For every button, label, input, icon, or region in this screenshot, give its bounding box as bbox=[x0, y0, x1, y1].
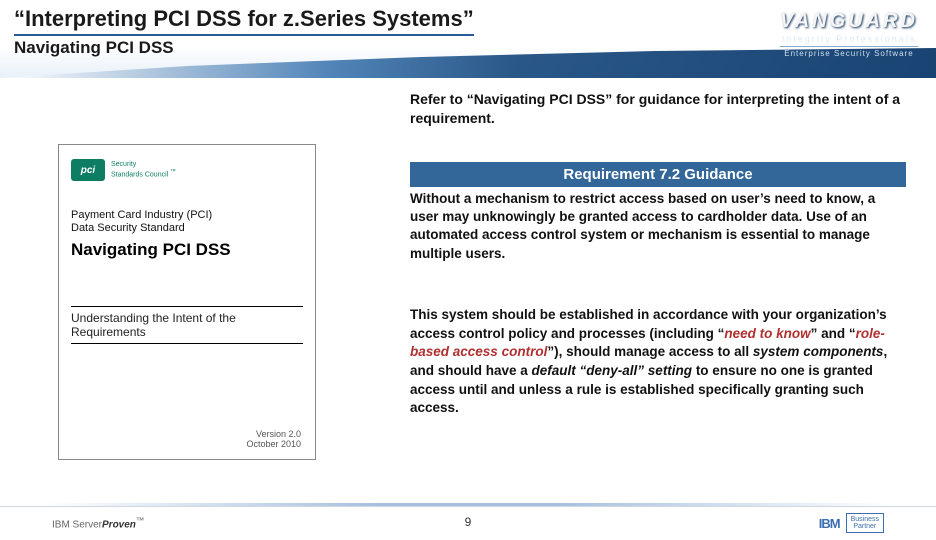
thumb-line2: Data Security Standard bbox=[71, 222, 303, 234]
thumb-meta: Version 2.0 October 2010 bbox=[246, 429, 301, 449]
bp-line1: Business bbox=[851, 516, 879, 523]
requirement-paragraph-1: Without a mechanism to restrict access b… bbox=[410, 190, 906, 263]
requirement-paragraph-2: This system should be established in acc… bbox=[410, 306, 906, 418]
p2-highlight-system-components: system components bbox=[753, 344, 884, 359]
slide-header: “Interpreting PCI DSS for z.Series Syste… bbox=[0, 0, 936, 78]
thumb-rule-1 bbox=[71, 306, 303, 307]
vanguard-logo-name: VANGUARD bbox=[780, 10, 918, 33]
refer-text: Refer to “Navigating PCI DSS” for guidan… bbox=[410, 90, 908, 128]
vanguard-tagline-2: Enterprise Security Software bbox=[780, 49, 918, 58]
p2-seg2: ” and “ bbox=[811, 326, 856, 341]
requirement-header: Requirement 7.2 Guidance bbox=[410, 162, 906, 187]
thumb-version: Version 2.0 bbox=[246, 429, 301, 439]
p2-highlight-need-to-know: need to know bbox=[724, 326, 810, 341]
pci-council-logo: pci Security Standards Council ™ bbox=[71, 159, 303, 181]
vanguard-tagline-1: Integrity Professionals bbox=[780, 34, 918, 47]
footer-left-logo: IBM ServerProven™ bbox=[52, 515, 144, 530]
slide-footer: IBM ServerProven™ 9 IBM Business Partner bbox=[0, 506, 936, 540]
footer-rule bbox=[44, 503, 892, 506]
p2-highlight-deny-all: default “deny-all” setting bbox=[532, 363, 693, 378]
pci-mark-icon: pci bbox=[71, 159, 105, 181]
pci-council-line1: Security bbox=[111, 161, 136, 168]
thumb-rule-2 bbox=[71, 343, 303, 344]
pci-council-line2: Standards Council bbox=[111, 171, 168, 178]
footer-proven: Proven bbox=[102, 519, 136, 530]
page-number: 9 bbox=[465, 515, 472, 529]
vanguard-logo: VANGUARD Integrity Professionals Enterpr… bbox=[780, 10, 918, 58]
footer-right-logo: IBM Business Partner bbox=[819, 513, 884, 533]
pci-document-thumbnail: pci Security Standards Council ™ Payment… bbox=[58, 144, 316, 460]
thumb-date: October 2010 bbox=[246, 439, 301, 449]
ibm-logo-icon: IBM bbox=[819, 516, 840, 531]
bp-line2: Partner bbox=[851, 523, 879, 530]
thumb-line1: Payment Card Industry (PCI) bbox=[71, 209, 303, 221]
footer-ibm-server: IBM Server bbox=[52, 519, 102, 530]
thumb-subtitle: Understanding the Intent of the Requirem… bbox=[71, 311, 303, 339]
slide-subtitle: Navigating PCI DSS bbox=[14, 38, 174, 58]
p2-seg3: ”), should manage access to all bbox=[547, 344, 753, 359]
pci-council-text: Security Standards Council ™ bbox=[111, 161, 176, 179]
slide-title: “Interpreting PCI DSS for z.Series Syste… bbox=[14, 6, 474, 36]
slide-content: pci Security Standards Council ™ Payment… bbox=[0, 90, 936, 500]
business-partner-badge: Business Partner bbox=[846, 513, 884, 533]
thumb-main-title: Navigating PCI DSS bbox=[71, 240, 303, 260]
